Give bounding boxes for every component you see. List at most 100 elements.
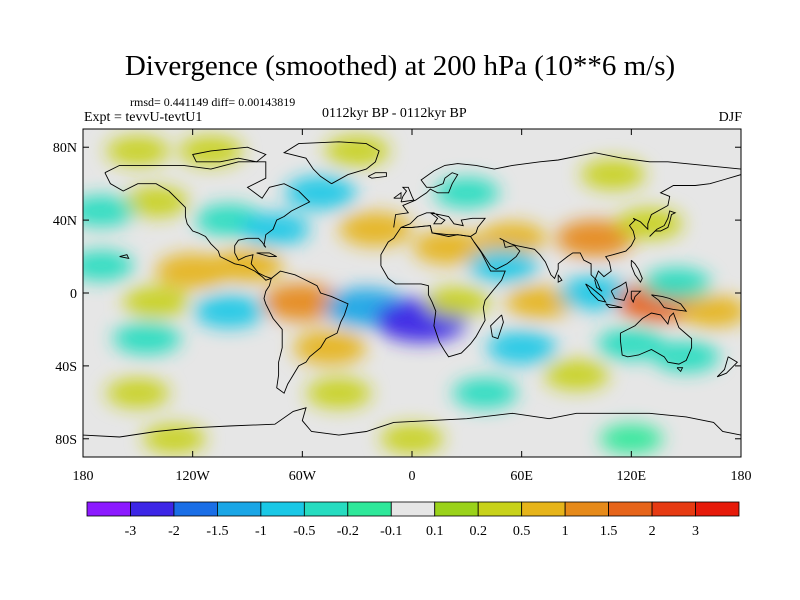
field-anomaly-41	[83, 195, 135, 227]
x-tick-label-0: 180	[73, 469, 94, 484]
y-tick-label-2: 0	[70, 287, 77, 302]
y-tick-label-1: 40N	[53, 214, 77, 229]
coastline-22	[367, 172, 387, 179]
field-anomaly-17	[112, 322, 181, 355]
coastline-1	[263, 270, 349, 394]
colorbar-swatch-6	[347, 501, 392, 517]
field-anomaly-33	[544, 359, 609, 391]
coastline-23	[256, 252, 277, 258]
coastline-4	[400, 212, 487, 237]
field-anomaly-3	[285, 175, 357, 210]
field-anomaly-8	[211, 248, 284, 283]
field-anomaly-37	[452, 378, 518, 409]
stats-text: rmsd= 0.441149 diff= 0.00143819	[130, 95, 296, 109]
colorbar-label-6: -0.1	[380, 524, 402, 539]
x-tick-label-5: 120E	[617, 469, 647, 484]
colorbar-swatch-2	[173, 501, 218, 517]
field-anomaly-11	[262, 283, 342, 321]
colorbar-swatch-14	[695, 501, 740, 517]
colorbar-label-7: 0.1	[426, 524, 444, 539]
field-anomaly-30	[679, 295, 741, 328]
colorbar-swatch-9	[477, 501, 523, 517]
field-anomaly-39	[142, 423, 206, 454]
x-tick-label-6: 180	[731, 469, 752, 484]
field-anomaly-6	[106, 136, 170, 166]
field-anomaly-38	[380, 423, 444, 454]
y-tick-label-0: 80N	[53, 141, 77, 156]
coastline-13	[630, 290, 642, 304]
field-anomaly-26	[505, 286, 574, 319]
field-anomaly-31	[486, 331, 557, 365]
x-tick-label-4: 60E	[510, 469, 533, 484]
colorbar-label-9: 0.5	[513, 524, 531, 539]
field-anomaly-25	[580, 159, 646, 190]
field-anomaly-20	[478, 222, 547, 255]
chart-title: Divergence (smoothed) at 200 hPa (10**6 …	[124, 50, 676, 82]
field-anomaly-24	[434, 177, 500, 208]
colorbar-label-3: -1	[255, 524, 267, 539]
x-tick-label-2: 60W	[289, 469, 317, 484]
period-label: 0112kyr BP - 0112kyr BP	[322, 106, 467, 121]
coastline-11	[605, 303, 623, 309]
colorbar-swatch-5	[303, 501, 349, 517]
field-anomaly-4	[324, 135, 390, 167]
field-anomaly-9	[122, 286, 190, 318]
field-anomaly-15	[425, 286, 491, 318]
coastline-7	[473, 174, 741, 292]
field-anomaly-19	[412, 230, 485, 265]
coastline-19	[83, 407, 741, 438]
x-tick-label-1: 120W	[176, 469, 211, 484]
colorbar-label-5: -0.2	[337, 524, 359, 539]
coastline-25	[192, 146, 267, 163]
coastline-5	[380, 225, 506, 358]
field-anomaly-27	[559, 276, 631, 310]
field-anomaly-32	[597, 328, 666, 361]
coastline-9	[649, 210, 677, 237]
coastline-16	[619, 312, 693, 365]
colorbar-swatch-3	[216, 501, 262, 517]
field-anomaly-36	[306, 378, 372, 409]
coastline-10	[585, 283, 607, 303]
field-anomaly-40	[599, 423, 663, 454]
field-anomaly-35	[106, 378, 170, 409]
coastline-18	[716, 356, 739, 378]
x-tick-label-3: 0	[409, 469, 416, 484]
field-anomaly-10	[83, 250, 134, 281]
colorbar-label-10: 1	[562, 524, 569, 539]
field-anomaly-23	[616, 208, 683, 240]
colorbar-swatch-7	[390, 501, 436, 517]
experiment-label: Expt = tevvU-tevtU1	[84, 110, 203, 125]
colorbar-label-2: -1.5	[206, 524, 228, 539]
colorbar-label-11: 1.5	[600, 524, 618, 539]
y-tick-label-3: 40S	[55, 360, 77, 375]
colorbar-swatch-11	[564, 501, 610, 517]
field-anomaly-16	[193, 294, 265, 329]
coastline-21	[393, 191, 402, 199]
field-anomaly-7	[155, 253, 230, 289]
coastline-14	[630, 259, 643, 283]
coastline-17	[676, 367, 684, 373]
coastline-24	[119, 254, 130, 260]
coastline-3	[393, 152, 741, 228]
colorbar-label-4: -0.5	[293, 524, 315, 539]
coastline-12	[610, 281, 629, 301]
coastline-6	[490, 314, 504, 340]
coastline-8	[557, 274, 563, 283]
field-anomaly-12	[293, 330, 367, 365]
y-tick-label-4: 80S	[55, 433, 77, 448]
colorbar-label-1: -2	[168, 524, 180, 539]
field-anomaly-22	[555, 219, 634, 257]
colorbar-swatch-8	[434, 501, 479, 517]
coastline-15	[651, 294, 688, 312]
field-anomaly-18	[339, 212, 412, 247]
coastline-0	[104, 161, 311, 281]
field-anomaly-29	[643, 267, 712, 300]
coastline-20	[400, 186, 415, 203]
colorbar-swatch-0	[86, 501, 131, 517]
colorbar-label-0: -3	[125, 524, 137, 539]
season-label: DJF	[718, 110, 742, 125]
colorbar-swatch-12	[608, 501, 653, 517]
colorbar-label-13: 3	[692, 524, 699, 539]
field-anomaly-2	[240, 212, 310, 246]
